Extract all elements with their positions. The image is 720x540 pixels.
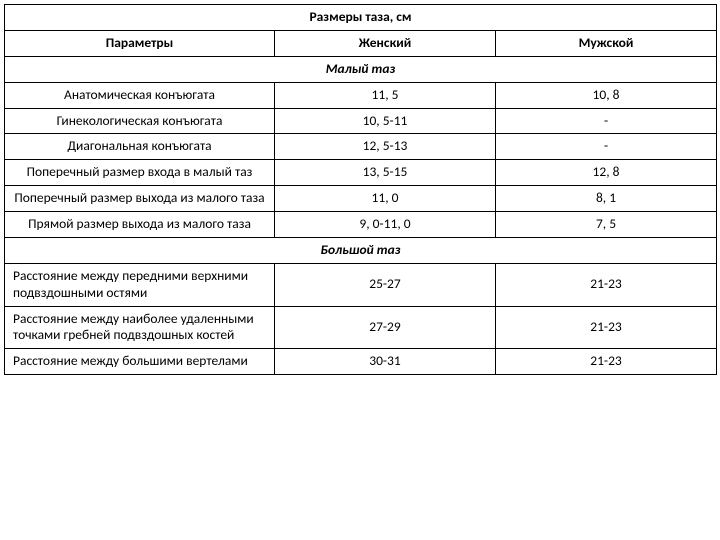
table-row: Гинекологическая конъюгата 10, 5-11 -: [5, 108, 717, 134]
table-row: Расстояние между наиболее удаленными точ…: [5, 306, 717, 349]
section-row: Малый таз: [5, 56, 717, 82]
male-cell: 12, 8: [496, 160, 717, 186]
table-row: Диагональная конъюгата 12, 5-13 -: [5, 134, 717, 160]
female-cell: 12, 5-13: [275, 134, 496, 160]
table-row: Анатомическая конъюгата 11, 5 10, 8: [5, 82, 717, 108]
male-cell: 8, 1: [496, 186, 717, 212]
param-cell: Анатомическая конъюгата: [5, 82, 275, 108]
param-cell: Прямой размер выхода из малого таза: [5, 212, 275, 238]
male-cell: 7, 5: [496, 212, 717, 238]
param-cell: Гинекологическая конъюгата: [5, 108, 275, 134]
male-cell: 21-23: [496, 263, 717, 306]
male-cell: 10, 8: [496, 82, 717, 108]
header-female: Женский: [275, 30, 496, 56]
section-large-pelvis: Большой таз: [5, 237, 717, 263]
header-row: Параметры Женский Мужской: [5, 30, 717, 56]
param-cell: Расстояние между наиболее удаленными точ…: [5, 306, 275, 349]
header-params: Параметры: [5, 30, 275, 56]
header-male: Мужской: [496, 30, 717, 56]
table-row: Поперечный размер выхода из малого таза …: [5, 186, 717, 212]
female-cell: 11, 5: [275, 82, 496, 108]
table-title: Размеры таза, см: [5, 5, 717, 31]
male-cell: -: [496, 108, 717, 134]
female-cell: 10, 5-11: [275, 108, 496, 134]
param-cell: Диагональная конъюгата: [5, 134, 275, 160]
title-row: Размеры таза, см: [5, 5, 717, 31]
male-cell: -: [496, 134, 717, 160]
male-cell: 21-23: [496, 349, 717, 375]
pelvis-size-table: Размеры таза, см Параметры Женский Мужск…: [4, 4, 717, 375]
female-cell: 30-31: [275, 349, 496, 375]
female-cell: 11, 0: [275, 186, 496, 212]
param-cell: Расстояние между передними верхними подв…: [5, 263, 275, 306]
param-cell: Поперечный размер входа в малый таз: [5, 160, 275, 186]
table-row: Расстояние между передними верхними подв…: [5, 263, 717, 306]
section-small-pelvis: Малый таз: [5, 56, 717, 82]
female-cell: 25-27: [275, 263, 496, 306]
female-cell: 13, 5-15: [275, 160, 496, 186]
female-cell: 27-29: [275, 306, 496, 349]
male-cell: 21-23: [496, 306, 717, 349]
param-cell: Расстояние между большими вертелами: [5, 349, 275, 375]
female-cell: 9, 0-11, 0: [275, 212, 496, 238]
param-cell: Поперечный размер выхода из малого таза: [5, 186, 275, 212]
table-row: Расстояние между большими вертелами 30-3…: [5, 349, 717, 375]
table-row: Прямой размер выхода из малого таза 9, 0…: [5, 212, 717, 238]
section-row: Большой таз: [5, 237, 717, 263]
table-row: Поперечный размер входа в малый таз 13, …: [5, 160, 717, 186]
